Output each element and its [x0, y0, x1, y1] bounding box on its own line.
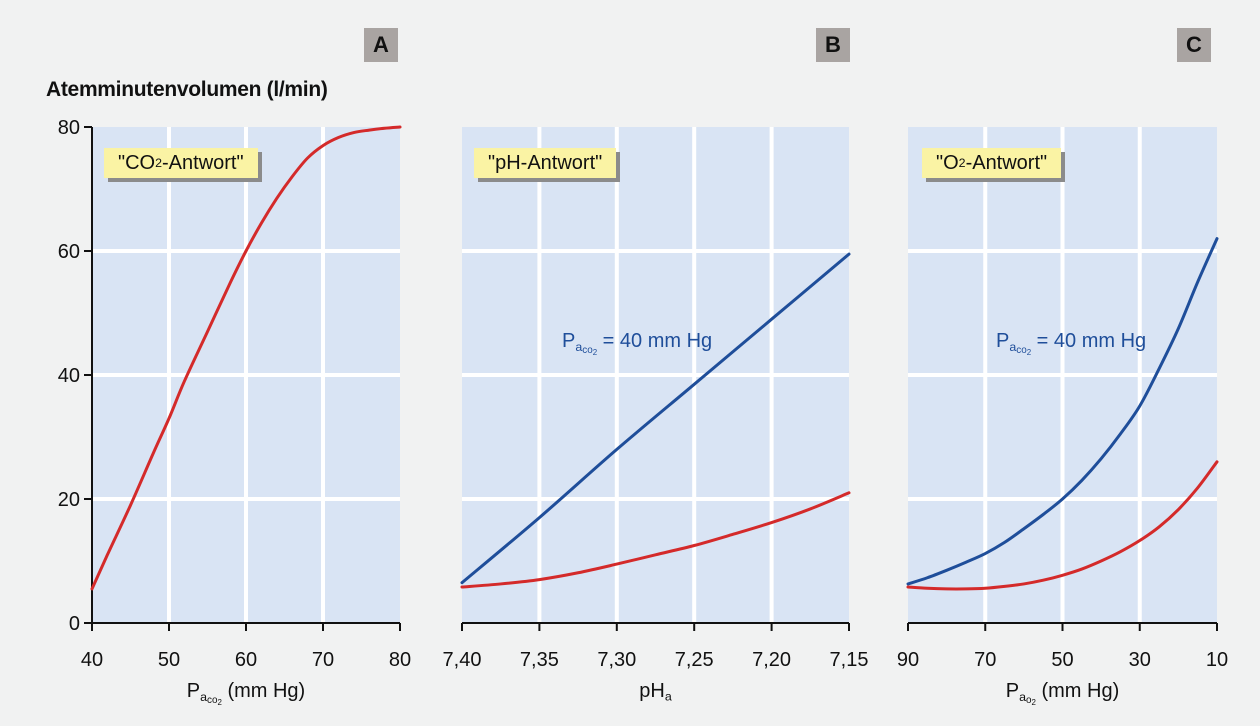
y-tick-label: 80 — [58, 117, 80, 139]
series-line-red — [90, 125, 402, 591]
series-line-red — [460, 491, 851, 589]
response-badge: "CO 2 -Antwort" — [104, 148, 258, 178]
x-tick-label: 90 — [897, 649, 919, 671]
x-tick-label: 70 — [974, 649, 996, 671]
x-tick-label: 70 — [312, 649, 334, 671]
y-tick-label: 0 — [69, 613, 80, 635]
panel-a: 40 50 60 70 80 0 20 40 60 80 — [58, 117, 411, 671]
x-tick-label: 80 — [389, 649, 411, 671]
x-axis-label: Pao2 (mm Hg) — [1005, 680, 1120, 708]
x-tick-label: 7,20 — [752, 649, 791, 671]
panel-letter: A — [364, 28, 398, 62]
y-tick-label: 40 — [58, 365, 80, 387]
x-tick-label: 40 — [81, 649, 103, 671]
series-line-red — [906, 460, 1219, 591]
panel-c: 90 70 50 30 10 — [897, 127, 1228, 671]
panel-letter: C — [1177, 28, 1211, 62]
panel-b: 7,40 7,35 7,30 7,25 7,20 7,15 — [443, 127, 869, 671]
x-tick-label: 10 — [1206, 649, 1228, 671]
x-tick-label: 7,25 — [675, 649, 714, 671]
x-tick-label: 50 — [1051, 649, 1073, 671]
x-axis-label: Paco2 (mm Hg) — [186, 680, 306, 708]
panel-letter: B — [816, 28, 850, 62]
response-badge: "O 2 -Antwort" — [922, 148, 1062, 178]
blue-curve-label: Paco2 = 40 mm Hg — [996, 330, 1147, 358]
y-tick-label: 20 — [58, 489, 80, 511]
x-tick-label: 7,35 — [520, 649, 559, 671]
x-tick-label: 7,30 — [597, 649, 636, 671]
blue-curve-label: Paco2 = 40 mm Hg — [562, 330, 713, 358]
y-tick-label: 60 — [58, 241, 80, 263]
x-tick-label: 50 — [158, 649, 180, 671]
x-tick-label: 7,15 — [830, 649, 869, 671]
y-axis-title: Atemminutenvolumen (l/min) — [46, 78, 328, 101]
x-tick-label: 30 — [1129, 649, 1151, 671]
x-tick-label: 60 — [235, 649, 257, 671]
series-line-blue — [460, 252, 851, 585]
x-tick-label: 7,40 — [443, 649, 482, 671]
series-line-blue — [906, 237, 1219, 586]
x-axis-label: pHa — [639, 680, 672, 704]
response-badge: "pH-Antwort" — [474, 148, 617, 178]
